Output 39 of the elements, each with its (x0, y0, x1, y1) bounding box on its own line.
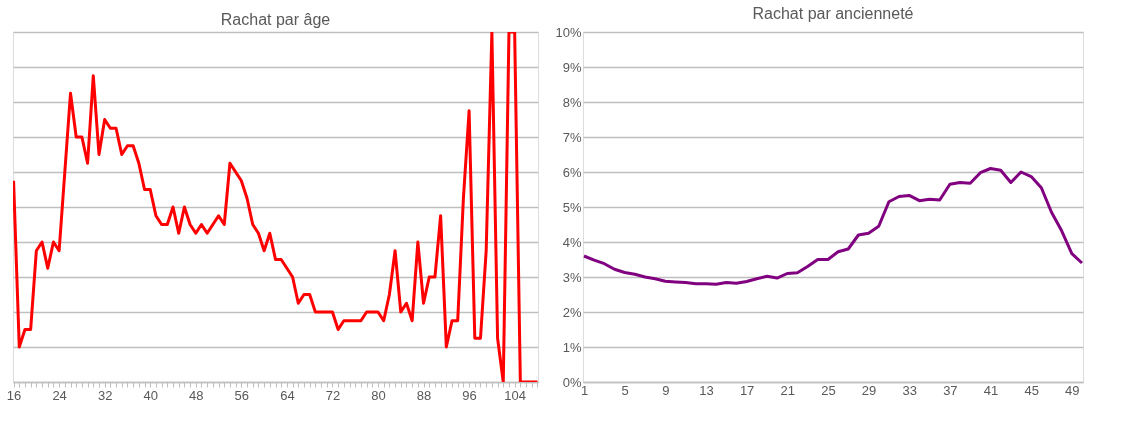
y-tick-label: 10% (555, 24, 582, 40)
x-tick-label: 9 (662, 382, 670, 398)
x-tick-label: 37 (943, 382, 958, 398)
x-tick-label: 13 (699, 382, 714, 398)
x-tick-label: 64 (280, 387, 295, 403)
x-tick-label: 48 (189, 387, 204, 403)
y-tick-label: 2% (562, 304, 582, 320)
x-tick-label: 72 (325, 387, 341, 403)
x-tick-label: 80 (371, 387, 386, 403)
x-tick-label: 41 (983, 382, 999, 398)
x-tick-label: 88 (416, 387, 432, 403)
x-tick-label: 5 (621, 382, 629, 398)
y-tick-label: 5% (562, 199, 582, 215)
x-tick-label: 96 (462, 387, 477, 403)
line-series (583, 167, 1083, 286)
x-tick-label: 56 (234, 387, 250, 403)
y-tick-label: 8% (562, 94, 582, 110)
chart-title: Rachat par ancienneté (752, 5, 914, 22)
y-tick-label: 3% (562, 269, 582, 285)
x-tick-label: 40 (143, 387, 158, 403)
x-tick-label: 25 (821, 382, 836, 398)
y-tick-label: 1% (562, 339, 582, 355)
x-tick-label: 49 (1065, 382, 1080, 398)
x-tick-label: 1 (580, 382, 589, 398)
x-tick-label: 45 (1024, 382, 1039, 398)
chart-title: Rachat par âge (220, 11, 331, 28)
y-tick-label: 9% (562, 59, 582, 75)
y-tick-label: 6% (562, 164, 582, 180)
x-tick-label: 24 (52, 387, 67, 403)
x-tick-label: 29 (861, 382, 877, 398)
x-tick-label: 33 (902, 382, 917, 398)
x-tick-label: 16 (6, 387, 22, 403)
x-tick-label: 104 (504, 387, 527, 403)
x-tick-label: 17 (739, 382, 755, 398)
y-tick-label: 0% (562, 374, 582, 390)
x-tick-label: 32 (97, 387, 113, 403)
y-tick-label: 4% (562, 234, 582, 250)
x-tick-label: 21 (780, 382, 795, 398)
y-tick-label: 7% (562, 129, 582, 145)
